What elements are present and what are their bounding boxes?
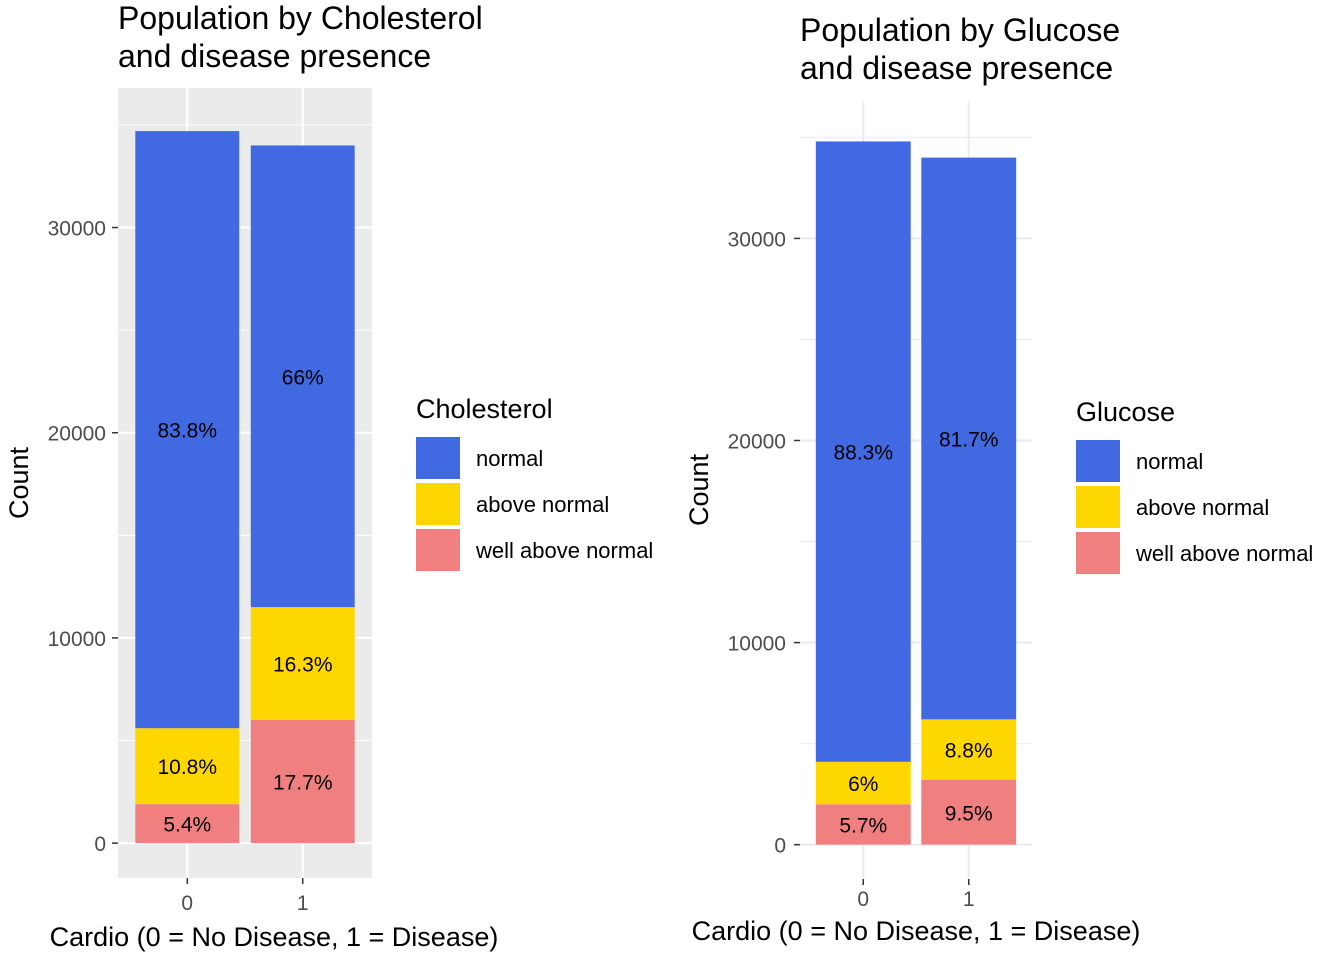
x-tick-label: 0 — [181, 892, 193, 915]
legend: Glucose normal above normal well above norm… — [1076, 397, 1313, 574]
bar-segment — [815, 761, 911, 805]
legend-title: Glucose — [1076, 397, 1175, 427]
legend-key — [1076, 486, 1120, 528]
bar-data-label: 10.8% — [157, 756, 217, 779]
bar-data-label: 6% — [848, 773, 878, 796]
legend-label: above normal — [476, 492, 609, 517]
bar-data-label: 16.3% — [273, 654, 333, 677]
bar-segment — [250, 145, 355, 608]
x-tick-label: 1 — [297, 892, 309, 915]
legend-key — [1076, 440, 1120, 482]
y-tick-label: 0 — [774, 835, 786, 858]
bar-data-label: 8.8% — [945, 740, 993, 763]
bar-segment — [921, 157, 1017, 720]
legend-key — [416, 437, 460, 479]
bar-data-label: 81.7% — [939, 428, 999, 451]
legend-label: normal — [1136, 449, 1203, 474]
bar-segment — [250, 720, 355, 844]
x-axis-title: Cardio (0 = No Disease, 1 = Disease) — [50, 922, 499, 952]
y-tick-label: 30000 — [728, 228, 786, 251]
legend-key — [1076, 532, 1120, 574]
y-tick-label: 10000 — [728, 633, 786, 656]
y-axis-title: Count — [4, 446, 34, 519]
bar-segment — [921, 719, 1017, 780]
legend-label: normal — [476, 446, 543, 471]
bar-segment — [815, 141, 911, 762]
bar-segment — [921, 779, 1017, 845]
bar-segment — [815, 804, 911, 845]
chart-title-line: Population by Cholesterol — [118, 0, 483, 36]
bar-data-label: 83.8% — [157, 420, 217, 443]
x-axis-title: Cardio (0 = No Disease, 1 = Disease) — [692, 916, 1141, 946]
bar-segment — [135, 131, 240, 729]
bar-segment — [135, 804, 240, 844]
legend-title: Cholesterol — [416, 394, 553, 424]
chart-title-line: Population by Glucose — [800, 12, 1120, 48]
legend: Cholesterol normal above normal well above … — [416, 394, 653, 571]
legend-label: well above normal — [1135, 541, 1313, 566]
bar-data-label: 9.5% — [945, 802, 993, 825]
legend-label: well above normal — [475, 538, 653, 563]
bar-data-label: 17.7% — [273, 772, 333, 795]
legend-key — [416, 483, 460, 525]
y-tick-label: 20000 — [728, 430, 786, 453]
y-tick-label: 10000 — [48, 628, 106, 651]
x-tick-label: 1 — [963, 888, 975, 911]
y-tick-label: 0 — [94, 833, 106, 856]
x-tick-label: 0 — [857, 888, 869, 911]
bar-data-label: 66% — [282, 366, 324, 389]
chart-title-line: and disease presence — [800, 50, 1113, 86]
y-tick-label: 30000 — [48, 218, 106, 241]
y-tick-label: 20000 — [48, 423, 106, 446]
y-axis-title: Count — [684, 453, 714, 526]
bar-data-label: 5.7% — [839, 814, 887, 837]
bar-data-label: 88.3% — [833, 442, 893, 465]
chart-title-line: and disease presence — [118, 38, 431, 74]
legend-label: above normal — [1136, 495, 1269, 520]
bar-data-label: 5.4% — [163, 814, 211, 837]
bar-segment — [135, 728, 240, 805]
legend-key — [416, 529, 460, 571]
bar-segment — [250, 607, 355, 720]
